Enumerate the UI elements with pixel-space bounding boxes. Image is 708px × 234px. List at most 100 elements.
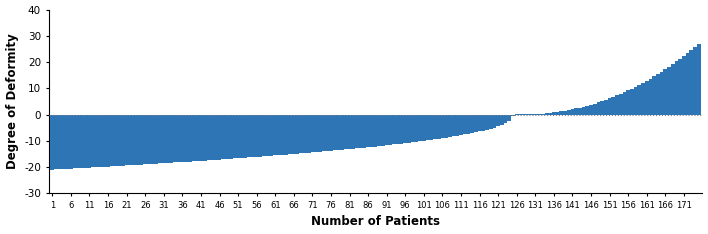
Bar bbox=[400, 114, 404, 144]
Bar bbox=[114, 114, 118, 166]
Bar bbox=[244, 114, 247, 158]
Bar bbox=[437, 114, 440, 139]
Bar bbox=[321, 114, 326, 151]
Bar bbox=[563, 111, 567, 114]
Bar bbox=[326, 114, 329, 151]
Bar bbox=[541, 113, 544, 114]
Bar bbox=[634, 87, 637, 114]
Bar bbox=[125, 114, 128, 165]
Bar bbox=[389, 114, 392, 145]
Bar bbox=[567, 110, 571, 114]
Bar bbox=[69, 114, 73, 169]
Bar bbox=[493, 114, 496, 128]
Bar bbox=[277, 114, 281, 155]
Bar bbox=[459, 114, 463, 135]
Bar bbox=[362, 114, 366, 148]
Bar bbox=[622, 92, 627, 114]
Bar bbox=[645, 81, 649, 114]
Bar bbox=[478, 114, 481, 132]
Bar bbox=[411, 114, 415, 142]
Bar bbox=[84, 114, 88, 168]
Bar bbox=[489, 114, 493, 129]
Bar bbox=[184, 114, 188, 162]
Bar bbox=[607, 99, 612, 114]
Bar bbox=[255, 114, 258, 157]
Bar bbox=[612, 97, 615, 114]
Bar bbox=[329, 114, 333, 151]
Bar bbox=[366, 114, 370, 147]
Bar bbox=[311, 114, 314, 152]
Bar bbox=[169, 114, 173, 163]
Bar bbox=[422, 114, 426, 141]
Bar bbox=[292, 114, 296, 154]
Bar bbox=[455, 114, 459, 136]
Bar bbox=[285, 114, 288, 155]
Bar bbox=[552, 112, 556, 114]
Bar bbox=[199, 114, 202, 161]
Bar bbox=[496, 114, 500, 126]
Bar bbox=[222, 114, 225, 159]
Bar bbox=[217, 114, 222, 160]
Bar bbox=[660, 72, 663, 114]
Bar bbox=[548, 113, 552, 114]
Bar bbox=[463, 114, 467, 135]
Bar bbox=[296, 114, 299, 154]
Bar bbox=[73, 114, 76, 168]
Bar bbox=[258, 114, 262, 157]
Bar bbox=[597, 102, 600, 114]
Bar bbox=[202, 114, 207, 161]
Bar bbox=[281, 114, 285, 155]
Bar bbox=[619, 94, 622, 114]
Bar bbox=[88, 114, 91, 168]
Bar bbox=[652, 76, 656, 114]
Bar bbox=[693, 47, 697, 114]
Bar bbox=[571, 109, 574, 114]
Bar bbox=[99, 114, 103, 167]
Bar bbox=[95, 114, 99, 167]
Bar bbox=[381, 114, 385, 146]
Bar bbox=[351, 114, 355, 149]
Bar bbox=[266, 114, 270, 156]
Bar bbox=[236, 114, 240, 158]
Bar bbox=[663, 69, 667, 114]
Bar bbox=[118, 114, 121, 166]
Bar bbox=[593, 103, 597, 114]
Bar bbox=[559, 111, 563, 114]
Bar bbox=[132, 114, 136, 165]
Bar bbox=[344, 114, 348, 150]
Bar bbox=[247, 114, 251, 157]
Bar bbox=[627, 91, 630, 114]
Bar bbox=[474, 114, 478, 132]
Bar bbox=[173, 114, 177, 162]
Bar bbox=[240, 114, 244, 158]
Bar bbox=[418, 114, 422, 141]
Bar bbox=[481, 114, 485, 131]
Bar bbox=[229, 114, 232, 159]
Bar bbox=[370, 114, 374, 147]
Bar bbox=[544, 113, 548, 114]
Bar bbox=[62, 114, 65, 169]
Bar bbox=[574, 109, 578, 114]
Bar bbox=[359, 114, 362, 148]
Bar bbox=[91, 114, 95, 167]
Bar bbox=[675, 61, 678, 114]
Bar bbox=[667, 67, 671, 114]
Bar bbox=[678, 58, 682, 114]
Bar bbox=[188, 114, 192, 161]
Bar bbox=[273, 114, 277, 155]
Bar bbox=[589, 105, 593, 114]
Bar bbox=[55, 114, 58, 169]
Bar bbox=[251, 114, 255, 157]
Bar bbox=[110, 114, 114, 166]
Bar bbox=[690, 50, 693, 114]
Bar bbox=[181, 114, 184, 162]
Bar bbox=[177, 114, 181, 162]
Bar bbox=[103, 114, 106, 167]
Bar bbox=[166, 114, 169, 163]
Bar bbox=[385, 114, 389, 145]
Bar bbox=[508, 114, 511, 121]
Bar bbox=[151, 114, 154, 164]
Bar bbox=[600, 101, 604, 114]
Bar bbox=[136, 114, 139, 165]
Bar bbox=[139, 114, 143, 165]
